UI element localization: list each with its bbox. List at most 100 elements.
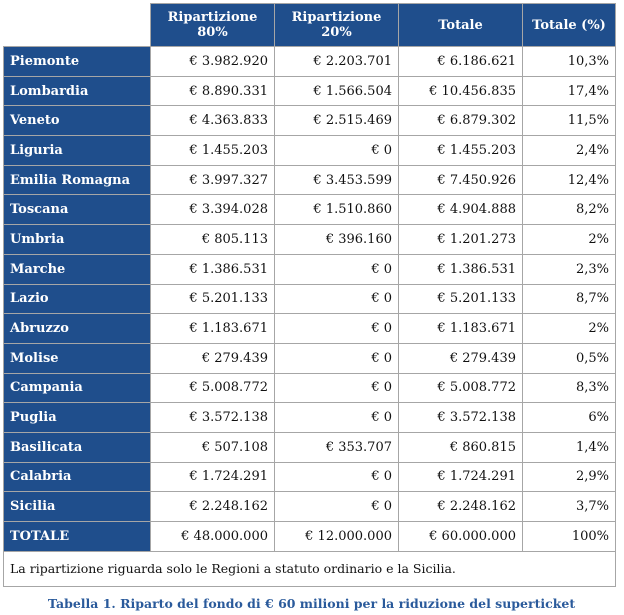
ripartizione-20-cell: € 1.566.504 bbox=[274, 75, 399, 107]
table-row: Umbria € 805.113 € 396.160 € 1.201.273 2% bbox=[3, 224, 616, 255]
table-row: Puglia € 3.572.138 € 0 € 3.572.138 6% bbox=[3, 402, 616, 433]
totale-pct-cell: 6% bbox=[522, 402, 616, 433]
ripartizione-80-cell: € 5.008.772 bbox=[150, 372, 275, 404]
ripartizione-80-cell: € 507.108 bbox=[150, 431, 275, 463]
totale-cell: € 10.456.835 bbox=[398, 75, 523, 107]
totale-cell: € 60.000.000 bbox=[398, 521, 523, 552]
ripartizione-20-cell: € 0 bbox=[274, 313, 399, 344]
totale-pct-cell: 12,4% bbox=[522, 164, 616, 196]
totale-pct-cell: 3,7% bbox=[522, 491, 616, 522]
ripartizione-80-cell: € 3.997.327 bbox=[150, 164, 275, 196]
ripartizione-80-cell: € 3.982.920 bbox=[150, 46, 275, 77]
region-cell: Umbria bbox=[3, 224, 151, 255]
ripartizione-80-cell: € 48.000.000 bbox=[150, 521, 275, 552]
totale-cell: € 1.183.671 bbox=[398, 313, 523, 344]
region-cell: Piemonte bbox=[3, 46, 151, 77]
region-cell: Lazio bbox=[3, 283, 151, 315]
allocation-table: Ripartizione 80% Ripartizione 20% Totale… bbox=[3, 3, 616, 587]
table-row: Marche € 1.386.531 € 0 € 1.386.531 2,3% bbox=[3, 253, 616, 285]
table-row: Sicilia € 2.248.162 € 0 € 2.248.162 3,7% bbox=[3, 491, 616, 522]
ripartizione-80-cell: € 805.113 bbox=[150, 224, 275, 255]
table-row: Piemonte € 3.982.920 € 2.203.701 € 6.186.62… bbox=[3, 46, 616, 77]
totale-cell: € 1.455.203 bbox=[398, 135, 523, 166]
ripartizione-80-cell: € 2.248.162 bbox=[150, 491, 275, 522]
totale-pct-cell: 100% bbox=[522, 521, 616, 552]
region-cell: Lombardia bbox=[3, 75, 151, 107]
totale-pct-cell: 17,4% bbox=[522, 75, 616, 107]
totale-cell: € 5.201.133 bbox=[398, 283, 523, 315]
totale-cell: € 6.879.302 bbox=[398, 105, 523, 137]
totale-cell: € 2.248.162 bbox=[398, 491, 523, 522]
header-totale: Totale bbox=[398, 3, 523, 47]
region-cell: Calabria bbox=[3, 461, 151, 493]
ripartizione-80-cell: € 3.572.138 bbox=[150, 402, 275, 433]
region-cell: Puglia bbox=[3, 402, 151, 433]
region-cell: Liguria bbox=[3, 135, 151, 166]
table-row: Calabria € 1.724.291 € 0 € 1.724.291 2,9% bbox=[3, 461, 616, 493]
ripartizione-20-cell: € 0 bbox=[274, 283, 399, 315]
table-row: Abruzzo € 1.183.671 € 0 € 1.183.671 2% bbox=[3, 313, 616, 344]
ripartizione-20-cell: € 0 bbox=[274, 461, 399, 493]
table-row: Lazio € 5.201.133 € 0 € 5.201.133 8,7% bbox=[3, 283, 616, 315]
totale-cell: € 860.815 bbox=[398, 431, 523, 463]
totale-pct-cell: 11,5% bbox=[522, 105, 616, 137]
region-cell: TOTALE bbox=[3, 521, 151, 552]
table-row: Molise € 279.439 € 0 € 279.439 0,5% bbox=[3, 342, 616, 374]
region-cell: Basilicata bbox=[3, 431, 151, 463]
empty-corner-cell bbox=[3, 3, 151, 47]
ripartizione-20-cell: € 0 bbox=[274, 491, 399, 522]
header-totale-pct: Totale (%) bbox=[522, 3, 616, 47]
total-row: TOTALE € 48.000.000 € 12.000.000 € 60.000.0… bbox=[3, 521, 616, 552]
totale-pct-cell: 8,3% bbox=[522, 372, 616, 404]
ripartizione-20-cell: € 12.000.000 bbox=[274, 521, 399, 552]
totale-pct-cell: 2,4% bbox=[522, 135, 616, 166]
ripartizione-20-cell: € 396.160 bbox=[274, 224, 399, 255]
totale-cell: € 3.572.138 bbox=[398, 402, 523, 433]
table-row: Basilicata € 507.108 € 353.707 € 860.815 1,4… bbox=[3, 431, 616, 463]
table-row: Veneto € 4.363.833 € 2.515.469 € 6.879.302 1… bbox=[3, 105, 616, 137]
table-caption: Tabella 1. Riparto del fondo di € 60 mil… bbox=[47, 595, 576, 611]
region-cell: Molise bbox=[3, 342, 151, 374]
ripartizione-80-cell: € 1.455.203 bbox=[150, 135, 275, 166]
region-cell: Campania bbox=[3, 372, 151, 404]
totale-pct-cell: 0,5% bbox=[522, 342, 616, 374]
table-row: Liguria € 1.455.203 € 0 € 1.455.203 2,4% bbox=[3, 135, 616, 166]
ripartizione-20-cell: € 2.203.701 bbox=[274, 46, 399, 77]
table-note: La ripartizione riguarda solo le Regioni… bbox=[3, 550, 616, 587]
header-ripartizione-80: Ripartizione 80% bbox=[150, 3, 275, 47]
table-row: Lombardia € 8.890.331 € 1.566.504 € 10.456.… bbox=[3, 75, 616, 107]
ripartizione-20-cell: € 1.510.860 bbox=[274, 194, 399, 226]
table-body: Piemonte € 3.982.920 € 2.203.701 € 6.186.62… bbox=[3, 46, 616, 552]
ripartizione-80-cell: € 1.724.291 bbox=[150, 461, 275, 493]
ripartizione-80-cell: € 3.394.028 bbox=[150, 194, 275, 226]
ripartizione-20-cell: € 0 bbox=[274, 372, 399, 404]
ripartizione-20-cell: € 0 bbox=[274, 135, 399, 166]
totale-pct-cell: 8,7% bbox=[522, 283, 616, 315]
totale-cell: € 6.186.621 bbox=[398, 46, 523, 77]
table-row: Campania € 5.008.772 € 0 € 5.008.772 8,3% bbox=[3, 372, 616, 404]
totale-pct-cell: 2,3% bbox=[522, 253, 616, 285]
totale-pct-cell: 2% bbox=[522, 313, 616, 344]
region-cell: Marche bbox=[3, 253, 151, 285]
header-ripartizione-20: Ripartizione 20% bbox=[274, 3, 399, 47]
region-cell: Veneto bbox=[3, 105, 151, 137]
totale-cell: € 5.008.772 bbox=[398, 372, 523, 404]
region-cell: Sicilia bbox=[3, 491, 151, 522]
ripartizione-80-cell: € 1.183.671 bbox=[150, 313, 275, 344]
region-cell: Emilia Romagna bbox=[3, 164, 151, 196]
ripartizione-20-cell: € 3.453.599 bbox=[274, 164, 399, 196]
totale-pct-cell: 1,4% bbox=[522, 431, 616, 463]
header-row: Ripartizione 80% Ripartizione 20% Totale… bbox=[3, 3, 616, 47]
region-cell: Abruzzo bbox=[3, 313, 151, 344]
table-row: Toscana € 3.394.028 € 1.510.860 € 4.904.888… bbox=[3, 194, 616, 226]
ripartizione-80-cell: € 1.386.531 bbox=[150, 253, 275, 285]
ripartizione-20-cell: € 0 bbox=[274, 253, 399, 285]
totale-pct-cell: 8,2% bbox=[522, 194, 616, 226]
region-cell: Toscana bbox=[3, 194, 151, 226]
ripartizione-20-cell: € 0 bbox=[274, 342, 399, 374]
totale-cell: € 1.201.273 bbox=[398, 224, 523, 255]
ripartizione-80-cell: € 8.890.331 bbox=[150, 75, 275, 107]
note-row: La ripartizione riguarda solo le Regioni… bbox=[3, 550, 616, 587]
totale-cell: € 279.439 bbox=[398, 342, 523, 374]
ripartizione-80-cell: € 279.439 bbox=[150, 342, 275, 374]
